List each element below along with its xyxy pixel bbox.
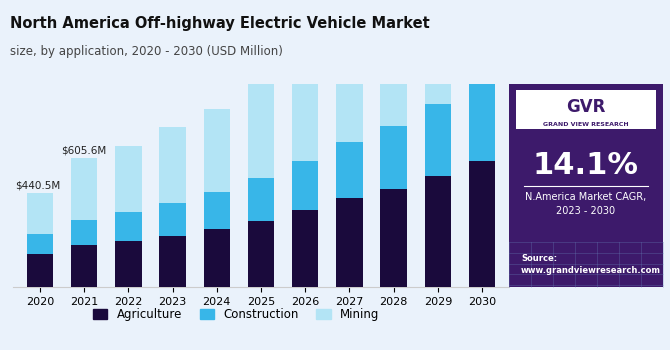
Bar — [336, 22, 362, 142]
Bar — [115, 146, 141, 212]
FancyBboxPatch shape — [517, 90, 655, 129]
Bar — [71, 158, 97, 220]
Text: 14.1%: 14.1% — [533, 151, 639, 180]
Bar — [27, 233, 53, 254]
Text: $605.6M: $605.6M — [62, 146, 107, 156]
Bar — [204, 108, 230, 192]
Bar — [27, 254, 53, 287]
Bar — [425, 176, 451, 287]
Bar — [425, 0, 451, 104]
Bar — [381, 126, 407, 189]
Bar — [469, 161, 495, 287]
Bar — [71, 220, 97, 245]
Bar — [292, 210, 318, 287]
Bar — [204, 192, 230, 229]
Bar — [469, 79, 495, 161]
Bar — [248, 178, 274, 221]
Bar — [159, 203, 186, 236]
Bar — [248, 221, 274, 287]
Bar — [381, 189, 407, 287]
Text: size, by application, 2020 - 2030 (USD Million): size, by application, 2020 - 2030 (USD M… — [10, 46, 283, 58]
Bar — [115, 241, 141, 287]
Bar — [159, 236, 186, 287]
Bar — [159, 127, 186, 203]
Bar — [115, 212, 141, 241]
Text: N.America Market CAGR,
2023 - 2030: N.America Market CAGR, 2023 - 2030 — [525, 192, 647, 216]
Bar — [204, 229, 230, 287]
Bar — [425, 104, 451, 176]
Bar — [27, 193, 53, 233]
Bar — [469, 0, 495, 79]
Text: GRAND VIEW RESEARCH: GRAND VIEW RESEARCH — [543, 122, 628, 127]
Bar — [71, 245, 97, 287]
Bar — [248, 84, 274, 178]
Text: Source:
www.grandviewresearch.com: Source: www.grandviewresearch.com — [521, 254, 661, 275]
Bar — [292, 161, 318, 210]
Bar — [336, 198, 362, 287]
Text: $440.5M: $440.5M — [15, 181, 60, 191]
Bar — [381, 0, 407, 126]
Bar — [336, 142, 362, 198]
Text: GVR: GVR — [566, 98, 606, 116]
Text: North America Off-highway Electric Vehicle Market: North America Off-highway Electric Vehic… — [10, 16, 429, 31]
Legend: Agriculture, Construction, Mining: Agriculture, Construction, Mining — [88, 303, 384, 326]
Bar — [292, 54, 318, 161]
